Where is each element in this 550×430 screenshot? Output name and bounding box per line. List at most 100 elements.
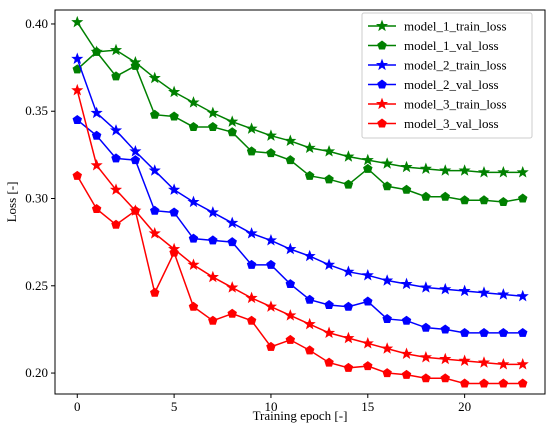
data-point <box>363 296 373 306</box>
data-point <box>498 327 509 337</box>
data-point <box>71 83 84 96</box>
legend-label: model_3_train_loss <box>404 97 507 112</box>
data-point <box>343 362 354 372</box>
data-point <box>266 148 276 158</box>
data-point <box>208 315 218 325</box>
series-line <box>76 175 523 385</box>
data-point <box>226 115 239 127</box>
data-point <box>285 155 296 165</box>
legend-item: model_1_train_loss <box>368 19 507 34</box>
data-point <box>148 164 161 176</box>
legend: model_1_train_loss model_1_val_loss model_… <box>361 12 533 139</box>
data-point <box>285 334 296 344</box>
data-point <box>266 259 276 269</box>
data-point <box>382 313 392 323</box>
data-point <box>168 183 181 195</box>
legend-marker <box>375 58 389 71</box>
data-point <box>187 96 200 108</box>
data-point <box>91 204 102 213</box>
data-point <box>498 378 509 388</box>
data-point <box>419 162 432 174</box>
series-line <box>76 90 523 366</box>
data-point <box>458 354 471 366</box>
data-point <box>381 157 394 169</box>
legend-label: model_2_train_loss <box>404 58 507 73</box>
data-point <box>130 60 141 70</box>
x-tick-label: 5 <box>171 399 178 414</box>
data-point <box>227 237 237 247</box>
y-tick-label: 0.40 <box>25 16 48 31</box>
data-point <box>497 165 510 178</box>
data-point <box>479 327 489 337</box>
y-tick-label: 0.35 <box>25 103 48 118</box>
data-point <box>439 164 452 176</box>
legend-box <box>361 12 533 139</box>
legend-marker <box>377 79 387 89</box>
data-point <box>187 195 200 208</box>
y-tick-label: 0.20 <box>25 365 48 380</box>
data-point <box>109 43 123 56</box>
series-model-3-train-loss <box>71 83 529 370</box>
data-point <box>284 309 297 321</box>
data-point <box>284 134 297 147</box>
data-point <box>71 15 84 28</box>
data-point <box>459 327 470 337</box>
data-point <box>382 181 392 191</box>
series-model-3-val-loss <box>72 170 528 388</box>
legend-label: model_2_val_loss <box>404 77 499 92</box>
data-point <box>497 357 510 370</box>
data-point <box>90 158 103 171</box>
data-point <box>381 342 394 354</box>
data-point <box>419 350 432 363</box>
series-model-1-val-loss <box>72 46 528 207</box>
data-point <box>342 150 355 162</box>
data-point <box>342 331 355 344</box>
legend-item: model_3_val_loss <box>368 116 499 131</box>
series-line <box>76 119 523 334</box>
data-point <box>109 124 123 136</box>
legend-item: model_3_train_loss <box>368 97 507 112</box>
data-point <box>111 153 121 163</box>
data-point <box>226 216 239 229</box>
data-point <box>206 106 219 119</box>
data-point <box>439 282 452 295</box>
legend-label: model_1_train_loss <box>404 19 507 34</box>
data-point <box>130 155 141 165</box>
data-point <box>245 291 258 304</box>
legend-label: model_1_val_loss <box>404 38 499 53</box>
data-point <box>169 247 179 257</box>
data-point <box>226 281 239 293</box>
data-point <box>401 315 412 325</box>
data-point <box>382 368 392 378</box>
data-point <box>264 234 277 246</box>
x-tick-label: 0 <box>74 399 81 414</box>
data-point <box>400 347 413 359</box>
data-point <box>188 233 199 243</box>
data-point <box>72 170 83 180</box>
data-point <box>479 378 489 388</box>
data-point <box>458 164 471 176</box>
data-point <box>208 235 218 245</box>
data-point <box>169 207 179 217</box>
data-point <box>381 274 394 286</box>
data-point <box>421 373 431 383</box>
series-model-2-train-loss <box>71 52 529 302</box>
y-tick-label: 0.25 <box>25 278 48 293</box>
legend-label: model_3_val_loss <box>404 116 499 131</box>
data-point <box>148 227 161 239</box>
data-point <box>361 153 374 166</box>
data-point <box>477 356 491 368</box>
data-point <box>109 183 123 195</box>
data-point <box>264 300 277 312</box>
data-point <box>401 184 412 194</box>
data-point <box>497 288 510 300</box>
data-point <box>363 163 373 173</box>
data-point <box>111 219 121 229</box>
series-line <box>76 58 523 297</box>
data-point <box>400 160 413 173</box>
data-point <box>419 281 432 293</box>
data-point <box>208 121 218 131</box>
data-point <box>150 287 160 297</box>
data-point <box>363 361 373 371</box>
